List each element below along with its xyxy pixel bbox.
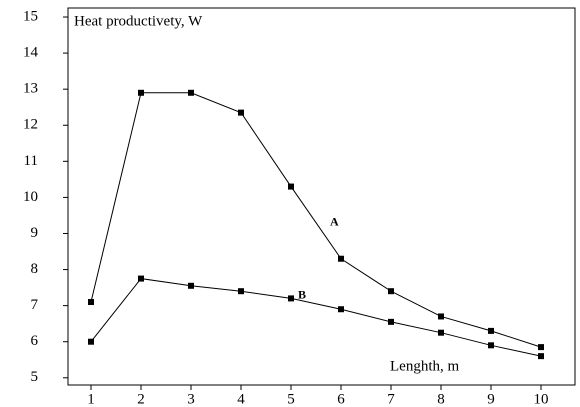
y-tick-label: 8 (31, 261, 39, 277)
y-tick-label: 5 (31, 369, 39, 385)
x-tick-label: 7 (387, 391, 395, 407)
data-point (388, 318, 394, 325)
x-tick-label: 3 (187, 391, 195, 407)
data-point (288, 183, 294, 190)
data-point (438, 329, 444, 336)
data-point (338, 306, 344, 313)
x-tick-label: 6 (337, 391, 345, 407)
y-tick-label: 15 (23, 8, 38, 24)
data-point (188, 89, 194, 96)
data-point (488, 327, 494, 334)
x-axis-label: Lenghth, m (390, 358, 459, 374)
x-tick-label: 1 (87, 391, 95, 407)
y-tick-label: 12 (23, 117, 38, 133)
x-tick-label: 10 (534, 391, 549, 407)
x-tick-label: 8 (437, 391, 445, 407)
data-point (338, 255, 344, 262)
data-point (488, 342, 494, 349)
data-point (388, 288, 394, 295)
y-tick-label: 13 (23, 81, 38, 97)
plot-frame (67, 7, 576, 386)
x-tick-label: 2 (137, 391, 145, 407)
data-point (538, 344, 544, 351)
data-point (538, 353, 544, 360)
series-line (90, 278, 542, 357)
data-point (238, 109, 244, 116)
y-tick-label: 9 (31, 225, 39, 241)
data-point (288, 295, 294, 302)
data-point (138, 275, 144, 282)
data-point (238, 288, 244, 295)
data-point (88, 299, 94, 306)
y-axis-label: Heat productivety, W (74, 13, 203, 29)
y-tick-label: 14 (23, 45, 39, 61)
y-tick-label: 7 (31, 297, 39, 313)
x-tick-label: 9 (487, 391, 495, 407)
series-line (90, 92, 542, 348)
y-tick-label: 6 (31, 333, 39, 349)
series-label: B (298, 288, 306, 302)
data-point (188, 282, 194, 289)
y-tick-label: 10 (23, 189, 38, 205)
data-point (88, 338, 94, 345)
series-label: A (330, 214, 339, 228)
x-tick-label: 4 (237, 391, 245, 407)
y-tick-label: 11 (24, 153, 38, 169)
data-point (438, 313, 444, 320)
x-tick-label: 5 (287, 391, 295, 407)
data-point (138, 89, 144, 96)
